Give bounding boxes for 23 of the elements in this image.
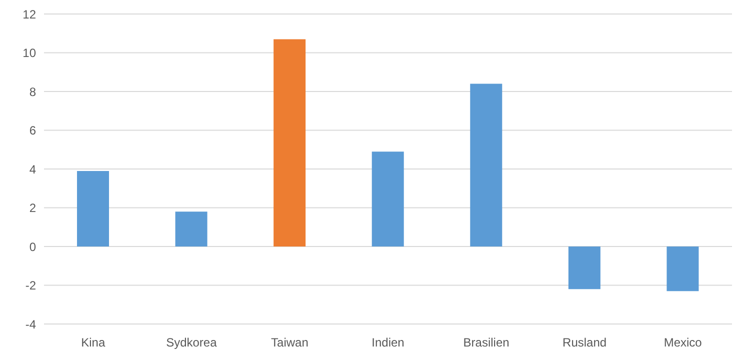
y-tick-label: 8 (29, 84, 36, 99)
y-tick-label: 2 (29, 201, 36, 216)
x-tick-label: Indien (372, 336, 404, 350)
bar (77, 170, 109, 246)
y-tick-label: 0 (29, 240, 36, 254)
y-tick-label: 10 (22, 46, 36, 60)
bar (470, 84, 502, 246)
bar (568, 246, 600, 290)
bar (372, 152, 404, 246)
x-tick-label: Kina (81, 336, 106, 350)
y-tick-label: 4 (29, 162, 36, 176)
y-tick-label: 6 (29, 124, 36, 138)
y-tick-label: -2 (25, 278, 36, 293)
x-tick-label: Sydkorea (166, 336, 218, 350)
y-tick-label: 12 (22, 7, 36, 22)
x-tick-label: Rusland (562, 336, 607, 350)
y-tick-label: -4 (25, 317, 36, 332)
bar (274, 39, 306, 246)
x-tick-label: Brasilien (463, 336, 510, 350)
bar (666, 246, 699, 292)
bar (175, 212, 208, 246)
x-tick-label: Taiwan (271, 336, 308, 350)
x-tick-label: Mexico (664, 336, 702, 350)
